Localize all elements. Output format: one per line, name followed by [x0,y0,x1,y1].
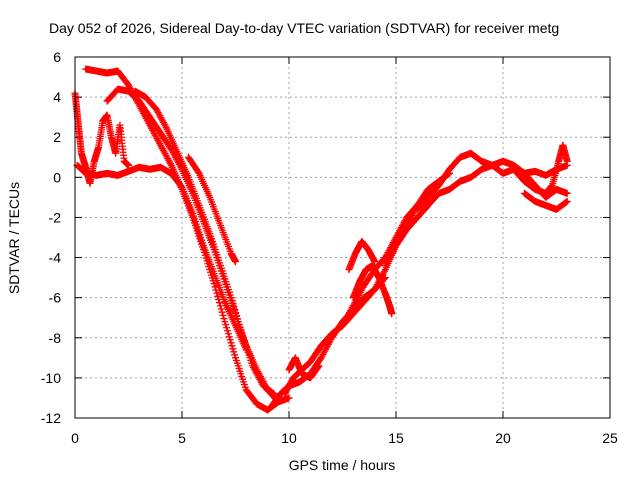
x-tick-label: 10 [281,430,297,446]
y-tick-label: 6 [53,49,61,65]
series-11 [413,149,571,213]
plot-frame [74,56,611,419]
data-point [371,258,379,266]
data-point [563,189,571,197]
tick-labels: 0 5 10 15 20 25 -12 -10 -8 -6 -4 -2 0 2 4 6 [41,49,618,446]
x-tick-label: 20 [495,430,511,446]
data-point [213,289,221,297]
y-tick-label: -8 [49,330,62,346]
x-tick-label: 15 [388,430,404,446]
x-axis-label: GPS time / hours [289,457,396,473]
x-tick-label: 5 [178,430,186,446]
data-point [218,308,226,316]
data-point [214,292,222,300]
series-5 [71,89,132,187]
data-point [226,336,234,344]
y-tick-label: -12 [41,410,61,426]
series-15 [345,238,379,274]
data-point [223,324,231,332]
data-point [222,321,230,329]
data-point [381,274,389,282]
data-point [232,309,240,317]
data-point [380,267,388,275]
data-point [230,348,238,356]
data-point [219,311,227,319]
y-tick-label: 4 [53,89,61,105]
data-point [225,333,233,341]
data-point [233,315,241,323]
y-tick-label: -6 [49,290,62,306]
x-tick-label: 25 [602,430,618,446]
data-point [242,346,250,354]
data-point [162,124,170,132]
y-tick-label: 2 [53,129,61,145]
data-point [224,330,232,338]
y-tick-label: -10 [41,370,61,386]
data-point [562,198,570,206]
x-tick-label: 0 [71,430,79,446]
data-point [227,339,235,347]
data-point [230,303,238,311]
data-point [211,283,219,291]
y-tick-label: -2 [49,209,62,225]
chart-title: Day 052 of 2026, Sidereal Day-to-day VTE… [49,20,559,36]
data-point [228,297,236,305]
series-12 [510,141,571,197]
data-point [125,161,132,169]
data-point [563,157,571,165]
data-point [229,300,237,308]
data-point [388,310,396,318]
series-14 [285,354,323,382]
series-7 [281,274,389,398]
data-point [314,363,322,371]
series-13 [520,189,571,213]
data-point [220,315,228,323]
y-tick-label: -4 [49,250,62,266]
data-point [217,305,225,313]
y-axis-label: SDTVAR / TECUs [6,182,22,294]
data-point [223,327,231,335]
data-point [221,318,229,326]
data-point [563,197,571,205]
data-point [231,306,239,314]
data-point [285,394,293,402]
data-point [215,299,223,307]
data-point [216,302,224,310]
y-tick-label: 0 [53,169,61,185]
series-4 [184,153,239,266]
data-point [229,345,237,353]
data-point [166,160,174,168]
data-point [232,258,239,266]
data-point [231,351,239,359]
data-point [227,294,235,302]
data-point [315,362,323,370]
data-point [228,342,236,350]
series-9 [349,262,396,318]
data-point [270,390,278,398]
data-point [269,389,277,397]
